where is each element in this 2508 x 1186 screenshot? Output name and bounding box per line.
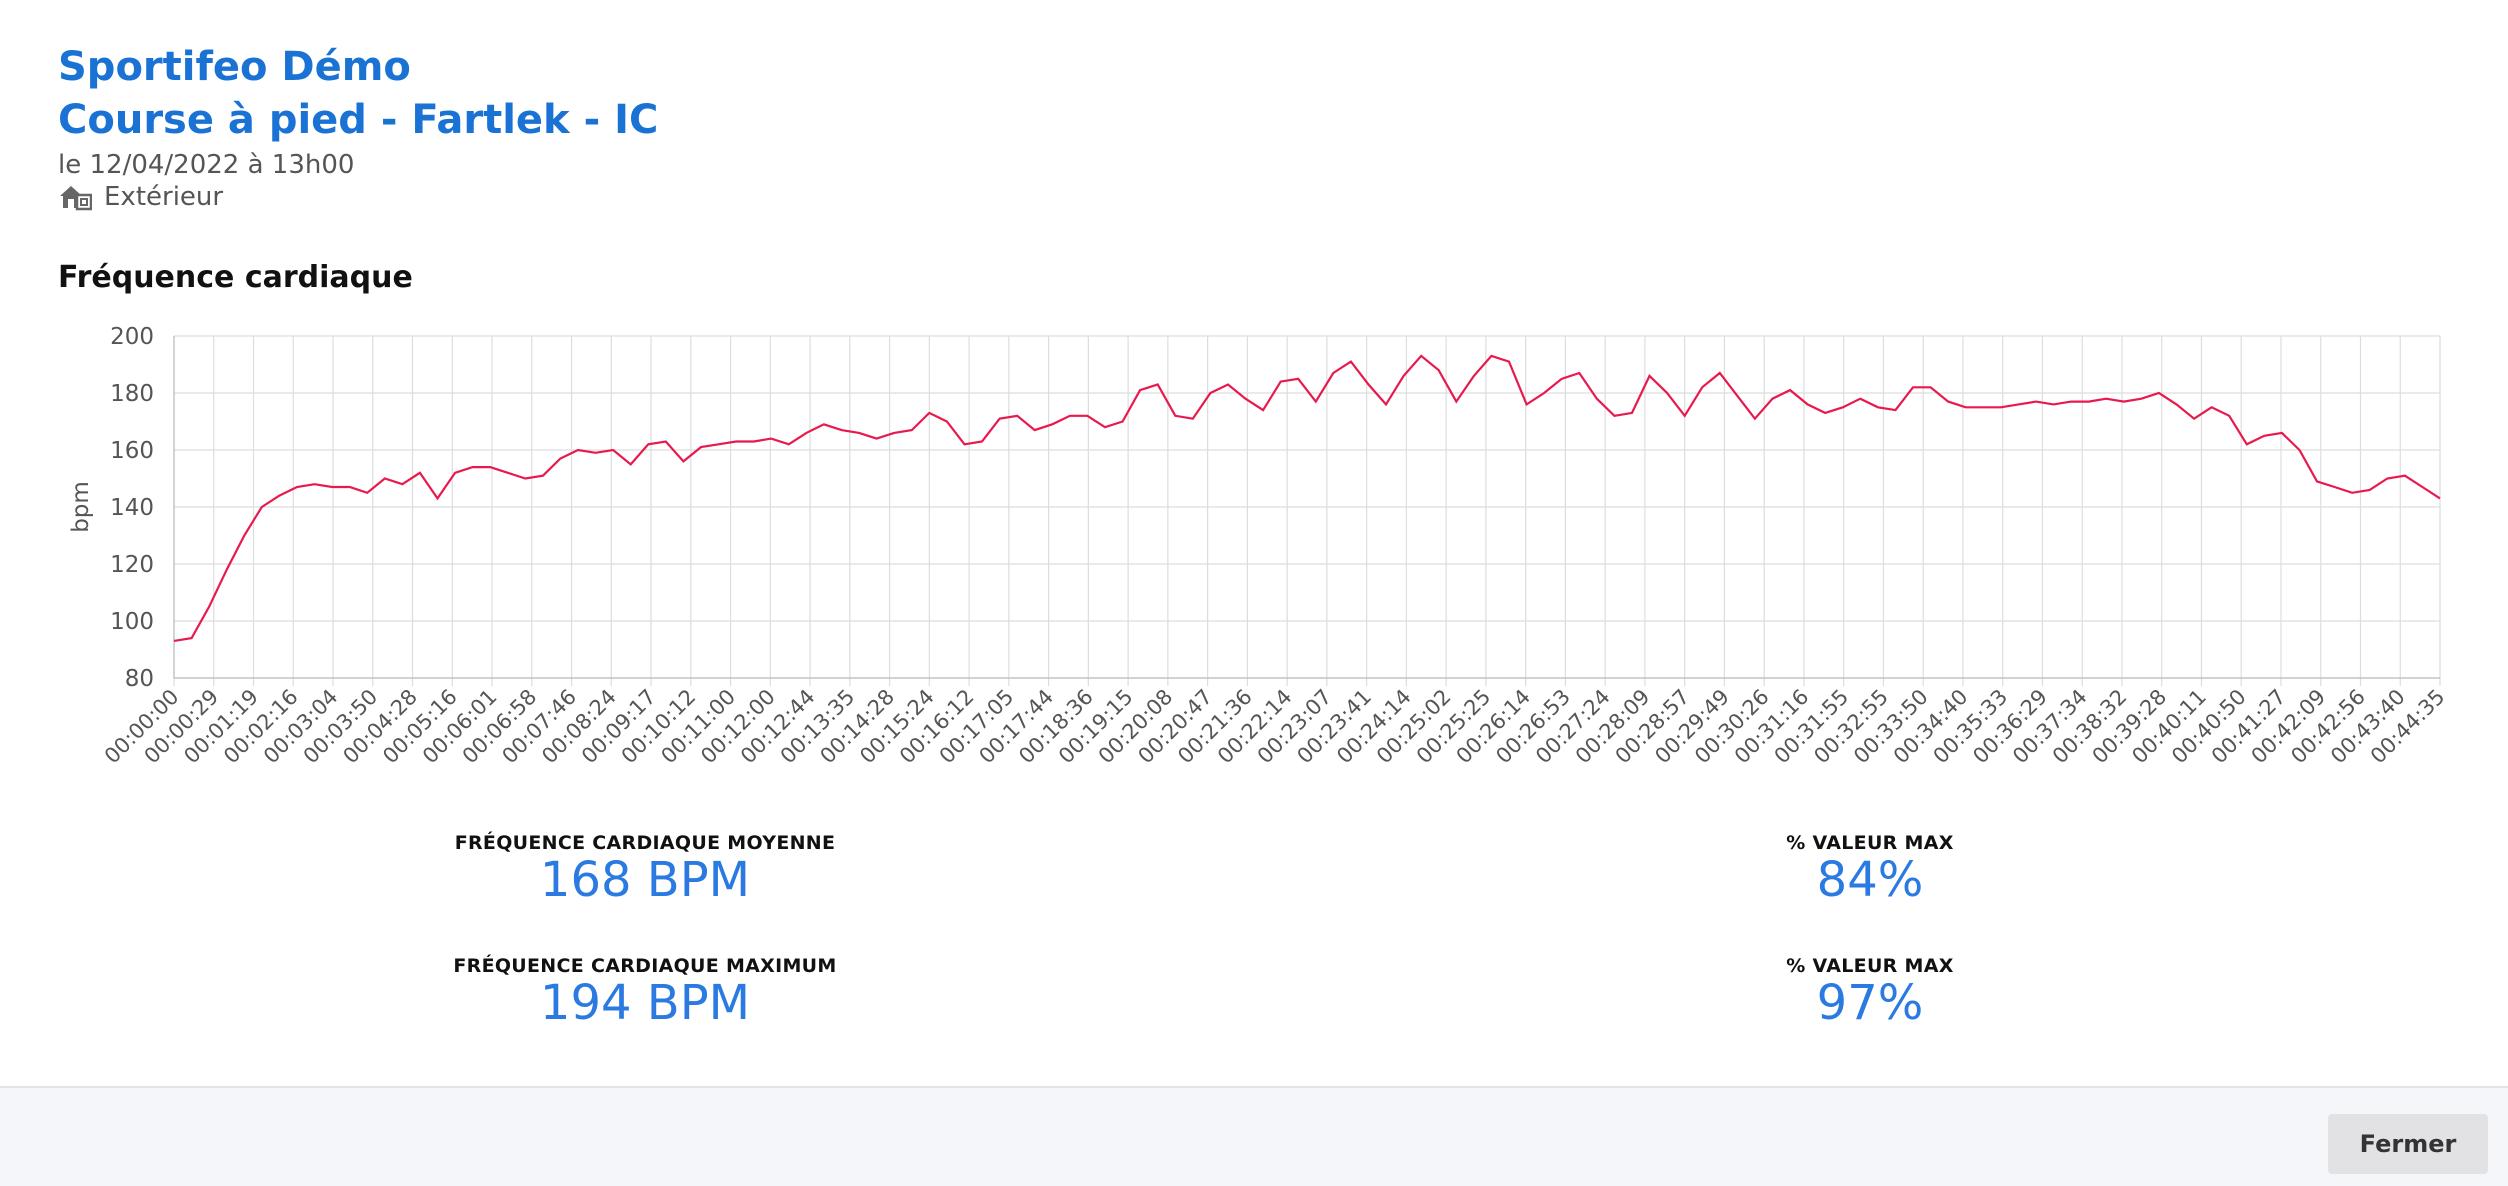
stat-value: 168 BPM: [539, 852, 751, 908]
y-tick-label: 200: [110, 324, 154, 350]
session-date: le 12/04/2022 à 13h00: [58, 150, 355, 180]
heart-rate-chart: 80 100 120 140 160 180 200 00:00:0000:00:2900:…: [68, 324, 2450, 769]
y-axis: 80 100 120 140 160 180 200: [110, 324, 154, 692]
house-outdoor-icon: [60, 186, 92, 211]
x-axis: 00:00:0000:00:2900:01:1900:02:1600:03:04…: [100, 685, 2450, 769]
heart-rate-section-title: Fréquence cardiaque: [58, 260, 413, 295]
stat-max-heart-rate: FRÉQUENCE CARDIAQUE MAXIMUM 194 BPM: [295, 955, 995, 1029]
stat-max-percent-max: % VALEUR MAX 97%: [1520, 955, 2220, 1029]
session-detail-panel: Sportifeo Démo Course à pied - Fartlek -…: [58, 44, 2450, 1029]
stat-label: FRÉQUENCE CARDIAQUE MOYENNE: [454, 832, 836, 854]
location-label: Extérieur: [104, 182, 224, 212]
y-tick-label: 100: [110, 609, 154, 635]
y-axis-label: bpm: [68, 481, 94, 533]
app-title: Sportifeo Démo: [58, 44, 411, 90]
y-tick-label: 140: [110, 495, 154, 521]
stat-value: 84%: [1816, 852, 1924, 908]
stat-value: 97%: [1816, 975, 1924, 1031]
session-location: Extérieur: [58, 182, 223, 212]
stat-label: % VALEUR MAX: [1786, 955, 1954, 977]
modal-footer: Fermer: [0, 1086, 2508, 1186]
session-title: Course à pied - Fartlek - IC: [58, 97, 659, 143]
y-tick-label: 180: [110, 381, 154, 407]
stat-label: % VALEUR MAX: [1786, 832, 1954, 854]
stat-label: FRÉQUENCE CARDIAQUE MAXIMUM: [453, 955, 837, 977]
y-tick-label: 120: [110, 552, 154, 578]
stat-average-heart-rate: FRÉQUENCE CARDIAQUE MOYENNE 168 BPM: [295, 832, 995, 906]
stat-average-percent-max: % VALEUR MAX 84%: [1520, 832, 2220, 906]
heart-rate-series-line: [173, 354, 2441, 642]
stat-value: 194 BPM: [539, 975, 751, 1031]
y-tick-label: 160: [110, 438, 154, 464]
y-tick-label: 80: [125, 666, 154, 692]
close-button[interactable]: Fermer: [2328, 1114, 2488, 1174]
